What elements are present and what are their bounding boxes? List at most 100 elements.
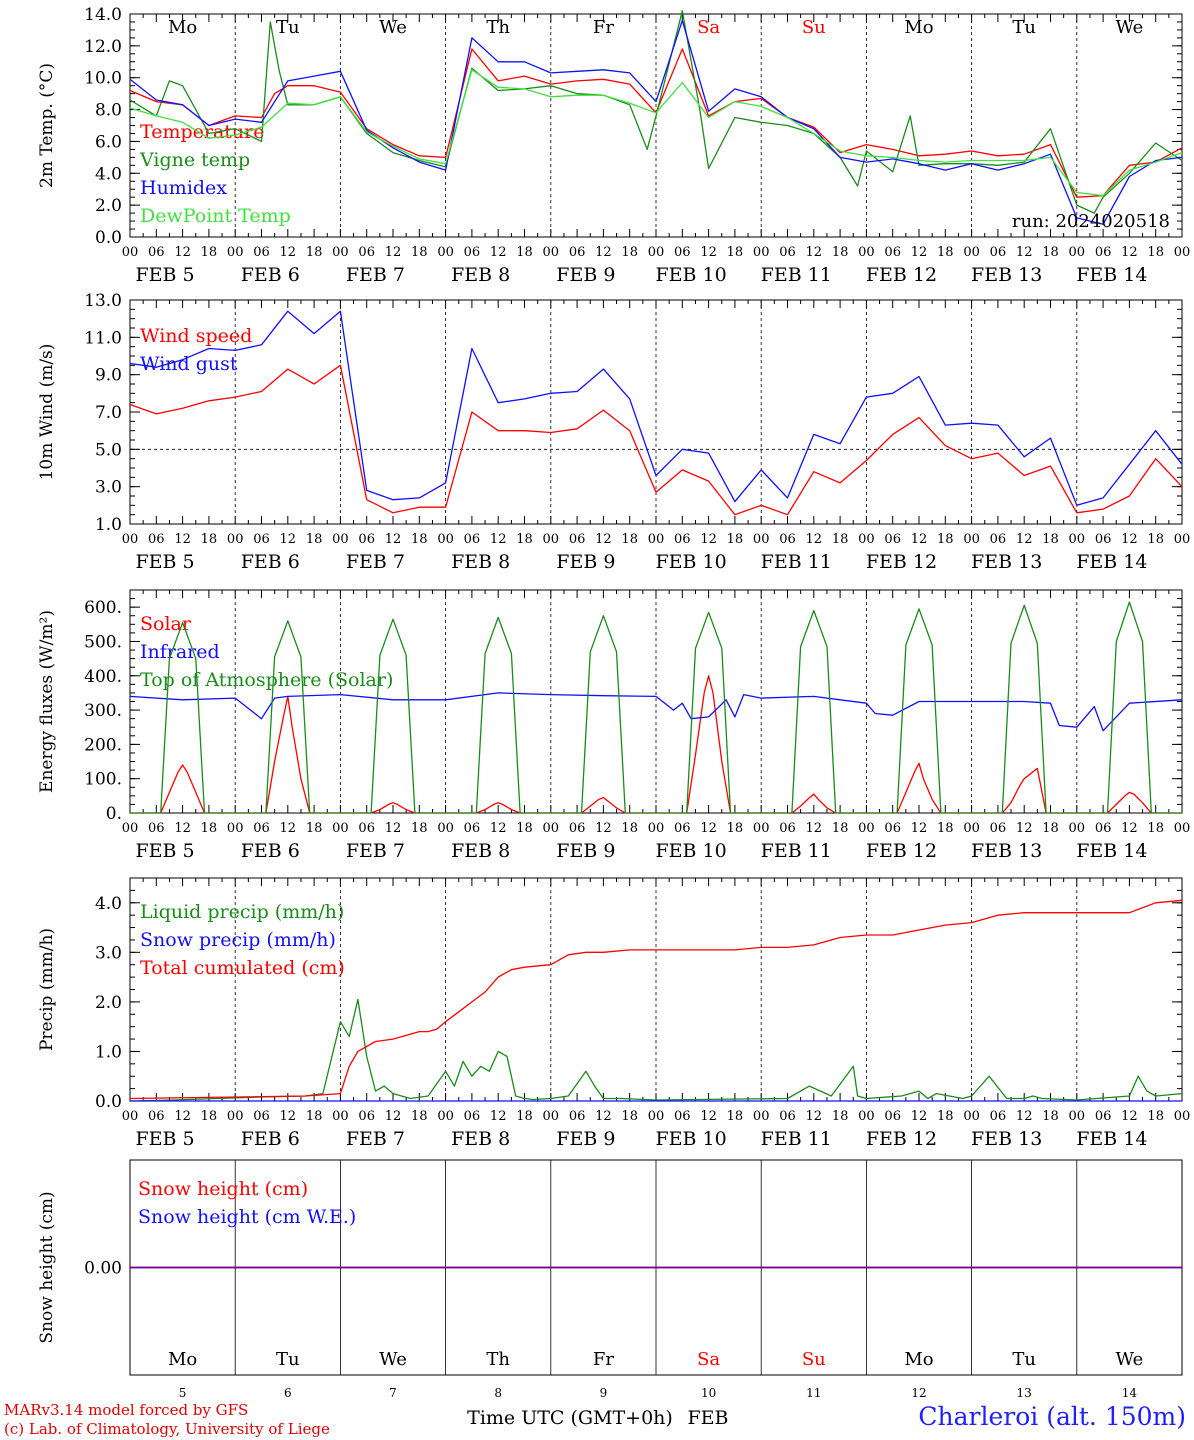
day-of-week-label: Mo bbox=[904, 17, 933, 38]
hour-tick-label: 06 bbox=[674, 532, 691, 547]
date-label: FEB 6 bbox=[241, 551, 300, 573]
hour-tick-label: 18 bbox=[937, 821, 954, 836]
y-axis-label: 10m Wind (m/s) bbox=[37, 344, 57, 481]
hour-tick-label: 12 bbox=[174, 532, 191, 547]
date-label: FEB 7 bbox=[346, 840, 405, 862]
y-tick-label: 100. bbox=[84, 770, 122, 790]
legend-entry: DewPoint Temp bbox=[140, 205, 291, 227]
day-of-week-label: We bbox=[1116, 17, 1144, 38]
hour-tick-label: 06 bbox=[358, 821, 375, 836]
hour-tick-label: 00 bbox=[963, 245, 980, 260]
hour-tick-label: 00 bbox=[437, 821, 454, 836]
hour-tick-label: 18 bbox=[516, 821, 533, 836]
hour-tick-label: 00 bbox=[648, 532, 665, 547]
y-tick-label: 2.0 bbox=[95, 196, 122, 216]
hour-tick-label: 18 bbox=[832, 532, 849, 547]
day-of-week-label: Tu bbox=[276, 17, 300, 38]
hour-tick-label: 06 bbox=[779, 532, 796, 547]
hour-tick-label: 06 bbox=[253, 1109, 270, 1124]
hour-tick-label: 12 bbox=[700, 532, 717, 547]
hour-tick-label: 18 bbox=[832, 1109, 849, 1124]
y-tick-label: 1.0 bbox=[95, 1042, 122, 1062]
hour-tick-label: 12 bbox=[1016, 1109, 1033, 1124]
y-tick-label: 0.0 bbox=[95, 228, 122, 248]
series-line-wind-gust bbox=[129, 310, 1183, 506]
hour-tick-label: 06 bbox=[464, 532, 481, 547]
day-number-label: 11 bbox=[806, 1386, 821, 1400]
hour-tick-label: 00 bbox=[963, 1109, 980, 1124]
hour-tick-label: 18 bbox=[727, 532, 744, 547]
hour-tick-label: 00 bbox=[122, 245, 139, 260]
y-tick-label: 8.0 bbox=[95, 101, 122, 121]
y-axis-label: Energy fluxes (W/m²) bbox=[37, 610, 57, 793]
hour-tick-label: 06 bbox=[884, 532, 901, 547]
hour-tick-label: 00 bbox=[437, 532, 454, 547]
hour-tick-label: 12 bbox=[280, 245, 297, 260]
hour-tick-label: 00 bbox=[437, 245, 454, 260]
date-label: FEB 13 bbox=[971, 551, 1042, 573]
hour-tick-label: 18 bbox=[937, 1109, 954, 1124]
hour-tick-label: 18 bbox=[411, 245, 428, 260]
panel-3: 0. 100. 200. 300. 400. 500. 600. Energy fluxes … bbox=[37, 589, 1190, 862]
series-line-infrared bbox=[129, 692, 1183, 732]
hour-tick-label: 12 bbox=[1121, 821, 1138, 836]
hour-tick-label: 00 bbox=[227, 245, 244, 260]
hour-tick-label: 06 bbox=[990, 1109, 1007, 1124]
y-tick-label: 13.0 bbox=[84, 291, 122, 311]
hour-tick-label: 06 bbox=[464, 245, 481, 260]
date-label: FEB 6 bbox=[241, 1128, 300, 1150]
day-number-label: 14 bbox=[1122, 1386, 1138, 1400]
legend-entry: Solar bbox=[140, 613, 192, 635]
day-number-label: 9 bbox=[600, 1386, 608, 1400]
date-label: FEB 11 bbox=[761, 840, 832, 862]
date-label: FEB 6 bbox=[241, 840, 300, 862]
hour-tick-label: 00 bbox=[858, 821, 875, 836]
y-tick-label: 3.0 bbox=[95, 478, 122, 498]
hour-tick-label: 18 bbox=[727, 1109, 744, 1124]
date-label: FEB 10 bbox=[655, 840, 726, 862]
legend-entry: Snow precip (mm/h) bbox=[140, 929, 336, 951]
hour-tick-label: 00 bbox=[122, 1109, 139, 1124]
hour-tick-label: 06 bbox=[358, 1109, 375, 1124]
hour-tick-label: 18 bbox=[411, 821, 428, 836]
hour-tick-label: 18 bbox=[201, 1109, 218, 1124]
hour-tick-label: 12 bbox=[490, 532, 507, 547]
hour-tick-label: 00 bbox=[1069, 821, 1086, 836]
hour-tick-label: 00 bbox=[122, 532, 139, 547]
hour-tick-label: 00 bbox=[332, 1109, 349, 1124]
day-of-week-label: We bbox=[379, 17, 407, 38]
hour-tick-label: 00 bbox=[858, 245, 875, 260]
panel-4: 0.0 1.0 2.0 3.0 4.0 Precip (mm/h) Liquid preci… bbox=[37, 877, 1190, 1150]
hour-tick-label: 18 bbox=[621, 532, 638, 547]
day-of-week-label: Sa bbox=[697, 17, 720, 38]
hour-tick-label: 06 bbox=[779, 1109, 796, 1124]
hour-tick-label: 12 bbox=[280, 532, 297, 547]
date-label: FEB 9 bbox=[556, 840, 615, 862]
hour-tick-label: 18 bbox=[411, 532, 428, 547]
day-of-week-label: Sa bbox=[697, 1349, 720, 1370]
hour-tick-label: 06 bbox=[464, 821, 481, 836]
day-number-label: 5 bbox=[179, 1386, 187, 1400]
hour-tick-label: 00 bbox=[753, 245, 770, 260]
hour-tick-label: 00 bbox=[858, 532, 875, 547]
series-line-humidex bbox=[129, 19, 1183, 225]
date-label: FEB 9 bbox=[556, 551, 615, 573]
day-of-week-label: Tu bbox=[1012, 17, 1036, 38]
hour-tick-label: 12 bbox=[174, 1109, 191, 1124]
hour-tick-label: 12 bbox=[1016, 245, 1033, 260]
date-label: FEB 5 bbox=[135, 551, 194, 573]
date-label: FEB 14 bbox=[1076, 1128, 1147, 1150]
date-label: FEB 13 bbox=[971, 1128, 1042, 1150]
hour-tick-label: 18 bbox=[516, 245, 533, 260]
hour-tick-label: 12 bbox=[700, 821, 717, 836]
hour-tick-label: 12 bbox=[1016, 532, 1033, 547]
hour-tick-label: 06 bbox=[884, 1109, 901, 1124]
hour-tick-label: 06 bbox=[569, 245, 586, 260]
y-tick-label: 12.0 bbox=[84, 37, 122, 57]
series-line-top-of-atmosphere-solar bbox=[130, 601, 1182, 814]
y-axis-label: Snow height (cm) bbox=[37, 1191, 57, 1343]
hour-tick-label: 06 bbox=[253, 821, 270, 836]
hour-tick-label: 18 bbox=[937, 532, 954, 547]
hour-tick-label: 00 bbox=[753, 1109, 770, 1124]
